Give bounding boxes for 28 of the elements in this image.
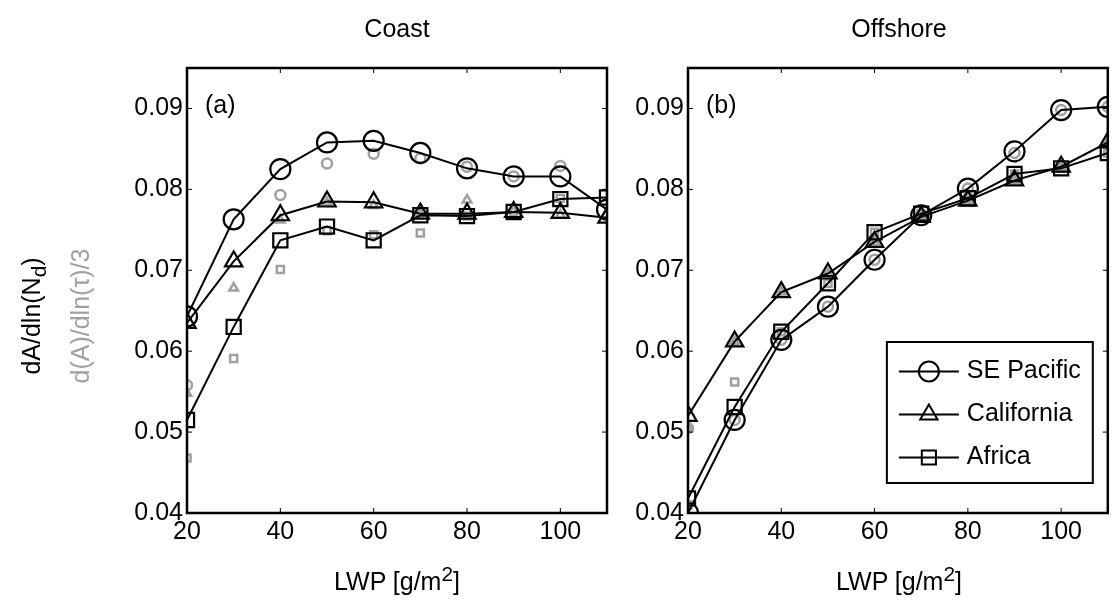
legend-label: Africa [966,441,1031,470]
annotation: (b) [706,90,737,119]
x-tick-label: 40 [767,515,796,544]
y-tick-label: 0.05 [635,415,684,444]
x-tick-label: 80 [453,515,481,544]
x-tick-label: 40 [266,515,295,544]
x-tick-label: 80 [953,515,982,544]
legend-label: California [966,398,1073,427]
y-tick-label: 0.09 [134,92,183,121]
legend-label: SE Pacific [966,355,1081,384]
x-tick-label: 100 [1040,515,1083,544]
y-tick-label: 0.08 [134,173,183,202]
y-tick-label: 0.06 [635,335,684,364]
text: d(A)/dln(τ)/3 [65,248,95,384]
y-tick-label: 0.06 [134,335,183,364]
y-tick-label: 0.08 [635,173,684,202]
y-tick-label: 0.05 [134,415,183,444]
x-tick-label: 60 [359,515,388,544]
y-tick-label: 0.07 [635,254,684,283]
x-axis-title: LWP [g/m$^{2}$] [334,562,460,597]
annotation: (a) [205,90,236,119]
y-tick-label: 0.07 [134,254,183,283]
chart-title: Offshore [851,14,947,43]
y-tick-label: 0.09 [635,92,684,121]
x-axis-title: LWP [g/m$^{2}$] [836,562,962,597]
x-tick-label: 100 [539,515,582,544]
x-tick-label: 60 [860,515,889,544]
chart-title: Coast [364,14,430,43]
